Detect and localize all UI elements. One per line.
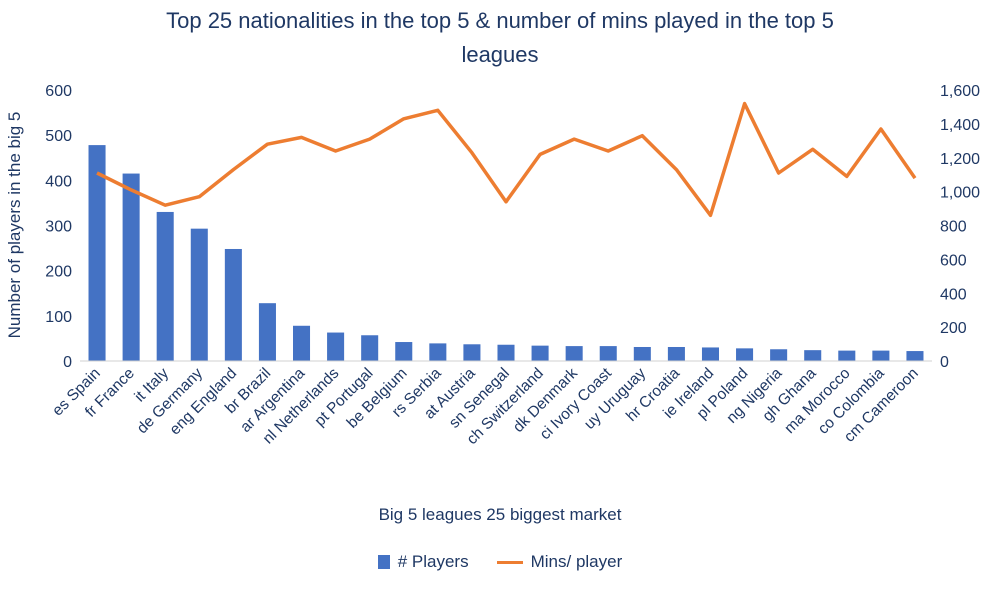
right-tick-label: 800 [940,219,967,236]
bar-cm-cameroon [906,351,924,361]
right-tick-label: 200 [940,320,967,337]
bar-co-colombia [872,350,890,361]
bar-gh-ghana [804,350,822,361]
right-tick-label: 1,000 [940,185,980,202]
bar-dk-denmark [565,346,583,361]
bar-pt-portugal [361,335,379,361]
left-tick-label: 0 [63,354,72,371]
bar-es-spain [88,145,106,361]
bar-ng-nigeria [770,349,788,361]
mins-per-player-line [96,101,917,218]
bar-ma-morocco [838,350,856,361]
bar-ci-ivory-coast [599,346,617,361]
bar-uy-uruguay [633,346,651,361]
left-tick-label: 300 [45,219,72,236]
left-tick-label: 500 [45,128,72,145]
right-tick-label: 600 [940,252,967,269]
legend-line-swatch [496,560,523,564]
bar-sn-senegal [497,344,515,361]
legend-bar-swatch [377,555,390,569]
legend-label-players: # Players [397,552,469,571]
bar-ie-ireland [701,347,719,361]
y-axis-label: Number of players in the big 5 [5,111,24,339]
left-tick-label: 200 [45,264,72,281]
right-tick-label: 400 [940,286,967,303]
left-y-axis: 0 100 200 300 400 500 600 [45,83,72,371]
legend-item-players: # Players [377,552,469,572]
bar-fr-france [122,173,140,361]
x-axis-label: Big 5 leagues 25 biggest market [378,505,622,524]
left-tick-label: 100 [45,309,72,326]
bar-eng-england [224,248,242,361]
legend-item-mins: Mins/ player [496,552,623,572]
legend: # Players Mins/ player [0,552,1000,572]
players-bar-series [88,145,924,361]
left-tick-label: 400 [45,173,72,190]
bar-ch-switzerland [531,345,549,361]
bar-at-austria [463,344,481,361]
bar-de-germany [190,228,208,361]
legend-label-mins: Mins/ player [530,552,623,571]
right-tick-label: 0 [940,354,949,371]
right-tick-label: 1,400 [940,117,980,134]
right-y-axis: 0 200 400 600 800 1,000 1,200 1,400 1,600 [940,83,980,371]
bar-be-belgium [395,342,413,361]
bar-hr-croatia [667,346,685,361]
bar-br-brazil [258,303,276,361]
bar-it-italy [156,211,174,361]
bar-rs-serbia [429,343,447,361]
left-tick-label: 600 [45,83,72,100]
bar-pl-poland [736,348,754,361]
right-tick-label: 1,200 [940,151,980,168]
bar-ar-argentina [293,325,311,361]
bar-nl-netherlands [327,332,345,361]
chart-title: Top 25 nationalities in the top 5 & numb… [166,8,834,67]
right-tick-label: 1,600 [940,83,980,100]
